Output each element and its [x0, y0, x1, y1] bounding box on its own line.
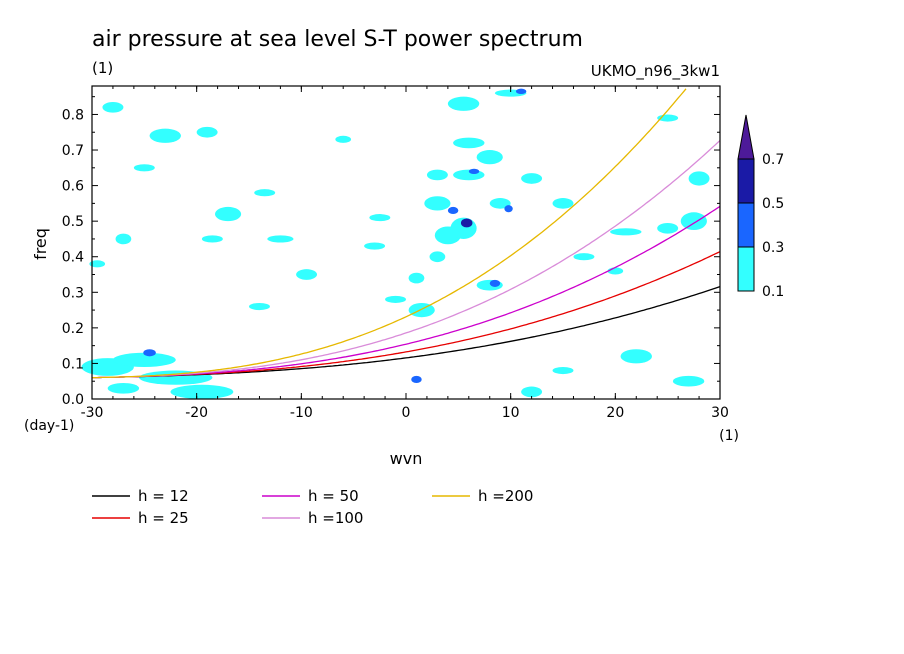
- contour-patch: [453, 169, 485, 181]
- x-tick-label: 0: [402, 405, 411, 421]
- dispersion-curve-line: [91, 88, 687, 379]
- colorbar-label: 0.3: [762, 240, 784, 256]
- colorbar-label: 0.5: [762, 196, 784, 212]
- dispersion-curves: [91, 88, 721, 379]
- contour-patch: [620, 349, 652, 364]
- legend-label: h = 50: [308, 487, 359, 505]
- legend-label: h = 25: [138, 509, 189, 527]
- contour-patch: [267, 235, 294, 243]
- contour-patch: [476, 150, 503, 165]
- dispersion-curve-line: [91, 140, 721, 379]
- contour-patch: [364, 242, 386, 250]
- contour-patch: [453, 137, 485, 149]
- legend-label: h = 12: [138, 487, 189, 505]
- contour-patch: [521, 386, 543, 398]
- model-label: UKMO_n96_3kw1: [591, 62, 720, 81]
- colorbar-label: 0.7: [762, 152, 784, 168]
- contour-patch: [408, 272, 425, 284]
- colorbar: 0.1 0.3 0.5 0.7: [737, 114, 784, 300]
- dispersion-curve-line: [91, 205, 721, 379]
- x-tick-labels: -30 -20 -10 0 10 20 30: [81, 405, 729, 421]
- contour-patch: [610, 228, 642, 236]
- contour-patch: [489, 279, 501, 287]
- colorbar-segment: [737, 158, 755, 204]
- contour-patch: [504, 205, 513, 213]
- contour-patch: [552, 198, 574, 209]
- contour-patch: [424, 196, 451, 211]
- y-tick-label: 0.4: [62, 250, 84, 266]
- y-tick-label: 0.5: [62, 214, 84, 230]
- y-tick-label: 0.7: [62, 143, 84, 159]
- contour-patch: [447, 206, 459, 215]
- y-axis-label: freq: [31, 228, 50, 260]
- contour-patch: [672, 375, 705, 387]
- contour-patch: [149, 128, 181, 143]
- contour-patch: [426, 169, 448, 181]
- plot-background: [92, 86, 720, 399]
- x-tick-label: -10: [290, 405, 313, 421]
- units-label: (1): [92, 59, 113, 77]
- contour-patch: [521, 173, 543, 184]
- colorbar-segment: [737, 202, 755, 248]
- x-tick-label: 10: [502, 405, 520, 421]
- axis-ticks: [91, 86, 721, 400]
- colorbar-extend-arrow: [737, 114, 755, 160]
- contour-patch: [680, 212, 707, 231]
- colorbar-segment: [737, 246, 755, 292]
- plot-area: [81, 85, 721, 400]
- y-tick-label: 0.0: [62, 392, 84, 408]
- contour-patch: [143, 349, 156, 357]
- chart-title: air pressure at sea level S-T power spec…: [92, 27, 583, 52]
- y-tick-label: 0.8: [62, 107, 84, 123]
- contour-patch: [112, 352, 176, 367]
- contour-patch: [107, 382, 140, 394]
- x-tick-label: 30: [711, 405, 729, 421]
- contour-patch: [102, 102, 124, 113]
- y-tick-labels: 0.0 0.1 0.2 0.3 0.4 0.5 0.6 0.7 0.8: [62, 107, 84, 408]
- contour-patch: [468, 168, 480, 175]
- colorbar-label: 0.1: [762, 284, 784, 300]
- contour-patch: [335, 135, 352, 143]
- contour-patch: [447, 96, 480, 111]
- contour-patch: [688, 171, 710, 186]
- x-unit-label: (1): [719, 428, 739, 444]
- contour-patch: [196, 126, 218, 138]
- contour-patch: [133, 164, 155, 172]
- legend-label: h =200: [478, 487, 533, 505]
- contour-patch: [460, 218, 473, 228]
- contour-patch: [254, 189, 276, 197]
- y-unit-label: (day-1): [24, 418, 74, 434]
- contour-patch: [296, 269, 318, 280]
- contour-patch: [573, 253, 595, 261]
- legend-label: h =100: [308, 509, 363, 527]
- y-tick-label: 0.3: [62, 285, 84, 301]
- contour-patch: [249, 302, 270, 311]
- contour-patch: [214, 206, 242, 222]
- x-tick-label: 20: [606, 405, 624, 421]
- contour-patch: [201, 235, 223, 243]
- contour-patch: [115, 233, 132, 245]
- contour-patch: [411, 375, 422, 383]
- contour-patch: [89, 260, 106, 268]
- contour-patch: [552, 366, 574, 375]
- x-tick-label: -20: [185, 405, 208, 421]
- contour-patch: [657, 222, 679, 234]
- contour-patch: [429, 251, 446, 263]
- x-tick-label: -30: [81, 405, 104, 421]
- contour-patch: [489, 198, 511, 209]
- y-tick-label: 0.2: [62, 321, 84, 337]
- contour-patch: [515, 88, 527, 95]
- contour-patch: [385, 295, 406, 303]
- legend: h = 12 h = 25 h = 50 h =100 h =200: [92, 487, 533, 527]
- y-tick-label: 0.6: [62, 179, 84, 195]
- y-tick-label: 0.1: [62, 356, 84, 372]
- contour-patch: [369, 214, 391, 222]
- contour-patch: [170, 384, 234, 399]
- x-axis-label: wvn: [390, 449, 423, 468]
